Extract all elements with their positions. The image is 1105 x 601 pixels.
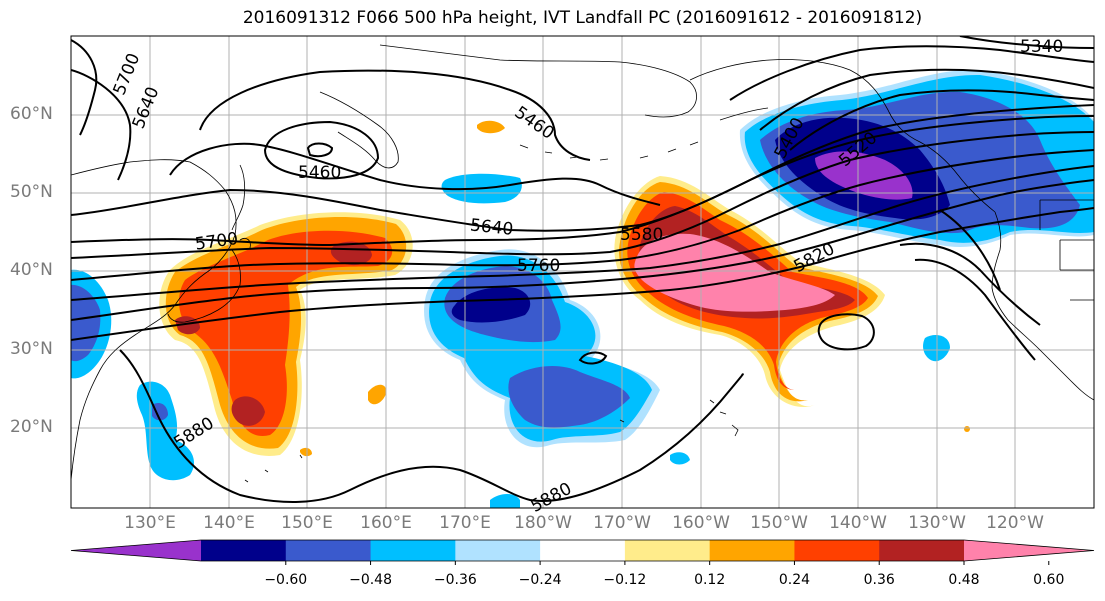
lon-label-170e: 170°E: [439, 513, 491, 533]
colorbar-tick-label: −0.36: [433, 572, 477, 588]
lon-label-160w: 160°W: [672, 513, 730, 533]
positive-anomaly-japan: [159, 212, 413, 456]
lon-label-160e: 160°E: [360, 513, 412, 533]
lat-label-50n: 50°N: [10, 182, 53, 202]
graticule: [71, 36, 1094, 508]
lon-label-180w: 180°W: [514, 513, 572, 533]
lon-label-140e: 140°E: [203, 513, 255, 533]
colorbar-extend-low: [71, 540, 201, 561]
lon-label-150w: 150°W: [750, 513, 808, 533]
colorbar-tick-label: −0.12: [603, 572, 647, 588]
contour-label-5580: 5580: [620, 225, 663, 245]
small-positive-dot: [964, 426, 970, 432]
map-content: [71, 36, 1094, 508]
colorbar-tick-label: 0.60: [1033, 572, 1065, 588]
colorbar-segment: [370, 540, 456, 561]
lat-label-30n: 30°N: [10, 339, 53, 359]
colorbar-tick-label: −0.24: [518, 572, 562, 588]
colorbar-segment: [624, 540, 711, 561]
small-positive-dot2: [300, 447, 312, 457]
colorbar-segment: [879, 540, 965, 561]
colorbar-tick-label: −0.60: [264, 572, 308, 588]
coastlines: [71, 44, 1094, 483]
colorbar-segment: [709, 540, 795, 561]
small-positive-north: [477, 120, 505, 134]
lon-label-170w: 170°W: [593, 513, 651, 533]
lon-label-130e: 130°E: [124, 513, 176, 533]
colorbar-tick-label: −0.48: [349, 572, 392, 588]
colorbar-tick-label: 0.24: [778, 572, 811, 588]
colorbar-segment: [794, 540, 880, 561]
contour-label-5640: 5640: [469, 215, 514, 239]
lat-label-20n: 20°N: [10, 417, 53, 437]
colorbar-segment: [540, 540, 626, 561]
negative-anomaly-northeast: [739, 69, 1094, 362]
colorbar-extend-high: [964, 540, 1094, 561]
contour-label-5340: 5340: [1020, 37, 1063, 57]
colorbar-segment: [455, 540, 541, 561]
colorbar-tick-label: 0.12: [694, 572, 726, 588]
lon-label-130w: 130°W: [908, 513, 966, 533]
colorbar-segment: [285, 540, 372, 561]
colorbar-tick-label: 0.48: [948, 572, 980, 588]
contour-label-5460-low: 5460: [298, 163, 341, 183]
lat-label-60n: 60°N: [10, 104, 53, 124]
colorbar-outline: [70, 539, 1095, 562]
lon-label-120w: 120°W: [986, 513, 1044, 533]
map-frame: [70, 35, 1095, 509]
contour-label-5760: 5760: [517, 256, 560, 276]
lat-label-40n: 40°N: [10, 260, 53, 280]
lon-label-150e: 150°E: [281, 513, 333, 533]
height-contours: [71, 36, 1094, 503]
map-title: 2016091312 F066 500 hPa height, IVT Land…: [242, 8, 923, 28]
lon-label-140w: 140°W: [829, 513, 887, 533]
colorbar-tick-label: 0.36: [863, 572, 895, 588]
colorbar-segment: [201, 540, 287, 561]
colorbar: [70, 539, 1095, 565]
negative-anomaly-west-edge: [71, 269, 520, 508]
